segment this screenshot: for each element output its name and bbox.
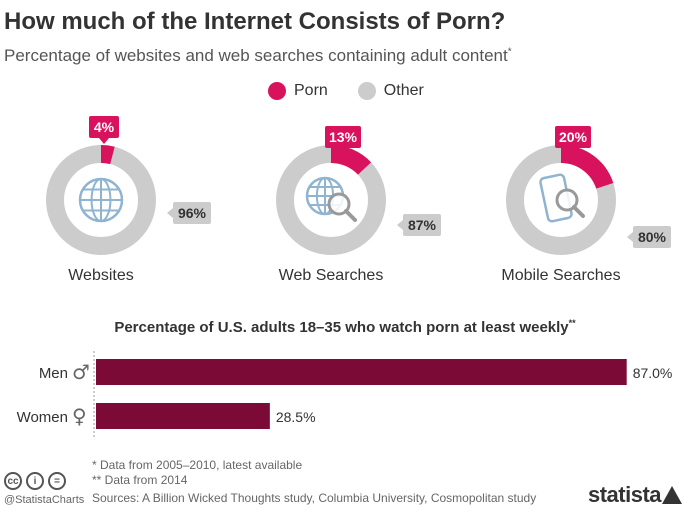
- porn-value-label: 4%: [89, 116, 119, 144]
- porn-value-label: 20%: [555, 126, 591, 154]
- label-pointer: [627, 232, 633, 242]
- statista-logo-icon: [662, 486, 682, 504]
- label-box: [89, 116, 119, 138]
- other-value-label: 96%: [167, 202, 211, 224]
- by-icon: i: [26, 472, 44, 490]
- footnotes: * Data from 2005–2010, latest available …: [92, 458, 302, 488]
- bar-chart-title-text: Percentage of U.S. adults 18–35 who watc…: [114, 319, 569, 336]
- value-label: 87.0%: [633, 365, 673, 381]
- footnote: * Data from 2005–2010, latest available: [92, 458, 303, 472]
- label-pointer: [397, 220, 403, 230]
- donut-charts: 4% 96% 13% 87% 20% 80%: [46, 116, 671, 255]
- porn-value-label: 13%: [325, 126, 361, 154]
- other-value-label: 87%: [397, 214, 441, 236]
- phone-search-icon: [539, 173, 585, 223]
- label-pointer: [338, 148, 348, 154]
- value-label: 4%: [94, 119, 115, 135]
- globe-search-icon: [305, 176, 357, 222]
- subtitle-footnote-mark: *: [507, 46, 512, 58]
- subtitle-text: Percentage of websites and web searches …: [4, 46, 508, 65]
- sources: Sources: A Billion Wicked Thoughts study…: [92, 491, 537, 505]
- social-handle: @StatistaCharts: [4, 494, 85, 506]
- magnifier-handle: [344, 209, 357, 222]
- bar-chart: Men ♂ 87.0% Women ♀ 28.5%: [17, 351, 673, 439]
- donut-category-label: Mobile Searches: [501, 267, 621, 284]
- value-label: 96%: [178, 205, 207, 221]
- label-box: [555, 126, 591, 148]
- donut-category-label: Web Searches: [278, 267, 384, 284]
- category-label: Men: [39, 365, 68, 382]
- label-box: [173, 202, 211, 224]
- legend-swatch-porn: [268, 82, 286, 100]
- footnote: ** Data from 2014: [92, 473, 188, 487]
- label-pointer: [99, 138, 109, 144]
- magnifier-lens: [327, 192, 351, 216]
- legend-item-porn: Porn: [268, 82, 328, 100]
- legend-swatch-other: [357, 82, 376, 100]
- bar-row: Women ♀ 28.5%: [17, 403, 316, 429]
- brand-logo: statista: [588, 482, 662, 507]
- label-box: [403, 214, 441, 236]
- bar-row: Men ♂ 87.0%: [39, 359, 673, 385]
- value-label: 20%: [559, 129, 588, 145]
- donut-web-searches: [276, 145, 386, 255]
- legend: Porn Other: [268, 82, 454, 100]
- cc-icon: cc: [4, 472, 22, 490]
- donut-slice-porn: [560, 145, 614, 190]
- donut-category-label: Websites: [68, 267, 134, 284]
- label-box: [633, 226, 671, 248]
- chart-subtitle: Percentage of websites and web searches …: [4, 46, 512, 66]
- other-value-label: 80%: [627, 226, 671, 248]
- legend-label-porn: Porn: [294, 82, 328, 99]
- value-label: 87%: [408, 217, 437, 233]
- donut-websites: [46, 145, 156, 255]
- bar: [96, 403, 270, 429]
- bar-chart-title: Percentage of U.S. adults 18–35 who watc…: [0, 318, 690, 336]
- globe-icon: [78, 177, 124, 223]
- donut-mobile-searches: [506, 145, 616, 255]
- value-label: 28.5%: [276, 409, 316, 425]
- donut-slice-porn: [330, 145, 372, 176]
- donut-slice-porn: [100, 145, 115, 165]
- magnifier-handle: [572, 205, 585, 218]
- legend-label-other: Other: [383, 82, 424, 99]
- license-icons: cc i =: [4, 472, 70, 490]
- bar: [96, 359, 627, 385]
- magnifier-lens: [555, 188, 579, 212]
- male-icon: ♂: [72, 360, 90, 384]
- category-label: Women: [17, 409, 68, 426]
- label-box: [325, 126, 361, 148]
- bar-chart-title-mark: **: [568, 318, 576, 328]
- value-label: 80%: [638, 229, 667, 245]
- female-icon: ♀: [72, 404, 87, 428]
- nd-icon: =: [48, 472, 66, 490]
- value-label: 13%: [329, 129, 358, 145]
- legend-item-other: Other: [357, 82, 424, 100]
- label-pointer: [568, 148, 578, 154]
- label-pointer: [167, 208, 173, 218]
- chart-title: How much of the Internet Consists of Por…: [4, 8, 506, 35]
